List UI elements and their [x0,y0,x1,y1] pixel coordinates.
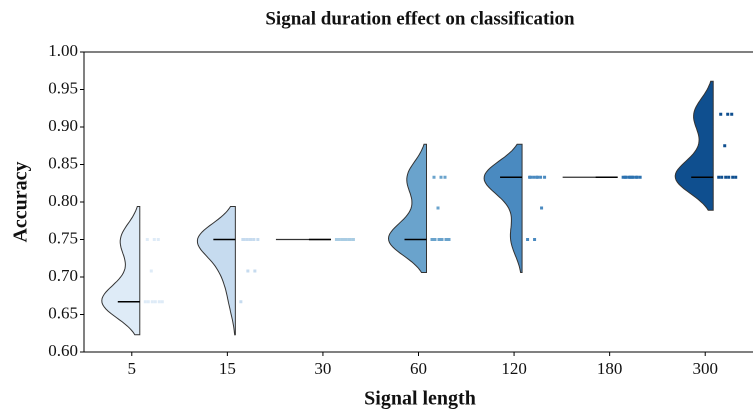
y-tick-label: 0.85 [48,153,78,172]
point [539,175,543,179]
x-axis-label: Signal length [364,388,476,410]
point [241,238,245,241]
point [621,175,625,179]
y-tick-label: 0.80 [48,191,78,210]
point [430,238,434,241]
point [623,175,627,179]
y-tick-label: 0.65 [48,303,78,322]
point [638,175,642,179]
point [153,300,157,304]
violin [101,206,141,336]
point [157,300,161,304]
x-tick-label: 180 [597,359,623,378]
point [149,269,153,273]
point [433,238,437,241]
point [447,238,451,241]
point [730,112,734,116]
point [437,238,441,241]
point [347,238,351,241]
y-tick-label: 1.00 [48,41,78,60]
point [717,175,721,179]
point [526,238,530,241]
x-tick-label: 5 [128,359,137,378]
violin [483,143,523,273]
point [723,144,727,148]
point [532,175,536,179]
point [334,238,338,241]
x-tick-label: 60 [410,359,427,378]
point [720,175,724,179]
point [719,112,723,116]
violin [196,206,236,336]
point [724,175,728,179]
point [340,238,344,241]
point [156,238,160,241]
y-tick-label: 0.60 [48,341,78,360]
point [533,238,537,241]
point [145,238,149,241]
y-tick-label: 0.90 [48,116,78,135]
point [248,238,252,241]
point [543,175,547,179]
point [444,238,448,241]
point [343,238,347,241]
violin [387,143,427,273]
point [528,175,532,179]
point [734,175,738,179]
x-tick-label: 120 [501,359,527,378]
point [146,300,150,304]
point [432,175,436,179]
point [150,300,154,304]
violin [674,80,714,211]
point [439,175,443,179]
chart-title: Signal duration effect on classification [265,8,575,29]
y-axis-label: Accuracy [10,161,32,242]
point [443,175,447,179]
point [627,175,631,179]
point [351,238,355,241]
point [239,300,243,304]
point [245,238,249,241]
x-tick-label: 30 [314,359,331,378]
y-tick-label: 0.75 [48,228,78,247]
point [726,112,730,116]
point [160,300,164,304]
point [143,300,147,304]
point [252,238,256,241]
y-tick-label: 0.70 [48,266,78,285]
point [540,206,544,210]
point [152,238,156,241]
point [630,175,634,179]
y-tick-label: 0.95 [48,78,78,97]
point [634,175,638,179]
x-tick-label: 300 [692,359,718,378]
point [535,175,539,179]
point [436,206,440,210]
point [253,269,257,273]
point [246,269,250,273]
point [731,175,735,179]
x-tick-label: 15 [219,359,236,378]
point [727,175,731,179]
point [440,238,444,241]
point [256,238,260,241]
point [336,238,340,241]
